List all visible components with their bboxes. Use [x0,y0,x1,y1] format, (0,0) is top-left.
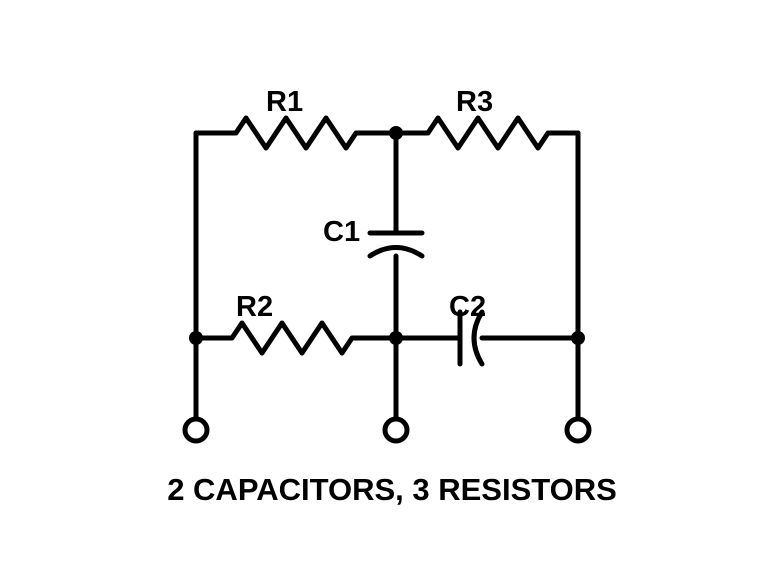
label-r3: R3 [456,86,493,119]
caption: 2 CAPACITORS, 3 RESISTORS [0,472,784,508]
terminal-left [185,419,207,441]
label-c2: C2 [449,291,486,324]
terminal-mid [385,419,407,441]
terminal-right [567,419,589,441]
label-r1: R1 [266,86,303,119]
label-c1: C1 [323,216,360,249]
label-r2: R2 [236,291,273,324]
